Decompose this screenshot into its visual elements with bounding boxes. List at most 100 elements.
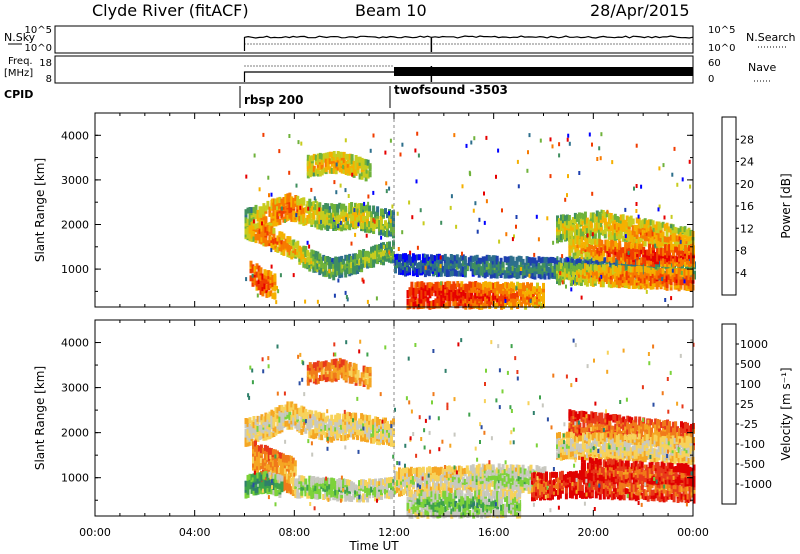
data-cell bbox=[585, 280, 589, 287]
data-cell bbox=[581, 213, 585, 220]
data-cell bbox=[581, 272, 585, 279]
data-cell bbox=[300, 216, 304, 223]
data-cell bbox=[600, 247, 604, 254]
data-cell bbox=[628, 251, 632, 257]
data-cell bbox=[660, 258, 664, 265]
data-cell bbox=[559, 268, 563, 275]
data-cell bbox=[599, 260, 603, 267]
data-cell bbox=[352, 264, 356, 271]
data-cell bbox=[332, 257, 336, 264]
data-cell bbox=[372, 479, 376, 486]
data-cell bbox=[568, 242, 572, 248]
data-cell bbox=[380, 242, 383, 249]
data-cell bbox=[505, 272, 509, 279]
data-cell bbox=[641, 229, 645, 236]
data-cell bbox=[646, 253, 650, 259]
data-cell bbox=[664, 253, 668, 259]
data-cell bbox=[633, 282, 637, 289]
freq-unit: [MHz] bbox=[4, 68, 33, 79]
data-cell bbox=[388, 477, 391, 484]
data-cell bbox=[287, 485, 291, 492]
data-cell bbox=[496, 301, 500, 308]
data-cell bbox=[326, 489, 330, 496]
data-cell bbox=[460, 291, 464, 298]
data-cell bbox=[386, 437, 389, 444]
data-cell bbox=[368, 478, 372, 485]
data-cell bbox=[390, 226, 393, 232]
data-cell bbox=[350, 375, 354, 382]
data-cell bbox=[374, 253, 378, 260]
data-cell bbox=[570, 236, 574, 242]
data-cell bbox=[344, 268, 348, 275]
data-cell bbox=[312, 172, 315, 177]
data-cell bbox=[609, 282, 613, 289]
data-cell bbox=[527, 150, 529, 155]
data-cell bbox=[463, 269, 467, 276]
data-cell bbox=[415, 266, 419, 273]
data-cell bbox=[316, 420, 320, 427]
data-cell bbox=[336, 364, 340, 371]
data-cell bbox=[334, 375, 338, 382]
data-cell bbox=[366, 255, 370, 262]
data-cell bbox=[338, 357, 342, 364]
data-cell bbox=[470, 140, 473, 145]
data-cell bbox=[245, 277, 248, 282]
data-cell bbox=[434, 302, 438, 309]
data-cell bbox=[422, 221, 425, 226]
data-cell bbox=[274, 407, 278, 414]
data-cell bbox=[278, 236, 282, 243]
data-cell bbox=[480, 287, 484, 294]
data-cell bbox=[290, 212, 294, 219]
data-cell bbox=[324, 424, 328, 431]
data-cell bbox=[655, 221, 659, 228]
data-cell bbox=[672, 257, 676, 264]
data-cell bbox=[308, 166, 312, 173]
data-cell bbox=[598, 255, 602, 262]
data-cell bbox=[287, 459, 291, 466]
data-cell bbox=[344, 166, 348, 173]
data-cell bbox=[348, 203, 352, 209]
data-cell bbox=[360, 207, 364, 214]
data-cell bbox=[314, 415, 318, 422]
colorbar-tick-label: 20 bbox=[740, 178, 754, 191]
data-cell bbox=[296, 492, 300, 499]
data-cell bbox=[270, 216, 274, 223]
data-cell bbox=[346, 484, 350, 491]
data-cell bbox=[597, 227, 601, 234]
data-cell bbox=[288, 423, 292, 430]
data-cell bbox=[432, 284, 436, 290]
data-cell bbox=[499, 257, 503, 264]
data-cell bbox=[511, 270, 515, 277]
data-cell bbox=[354, 371, 358, 378]
data-cell bbox=[366, 372, 370, 379]
data-cell bbox=[300, 256, 304, 263]
data-cell bbox=[282, 216, 286, 223]
data-cell bbox=[579, 280, 583, 286]
data-cell bbox=[651, 230, 655, 237]
data-cell bbox=[519, 261, 523, 268]
data-cell bbox=[579, 257, 583, 264]
data-cell bbox=[478, 301, 482, 308]
data-cell bbox=[586, 233, 589, 238]
data-cell bbox=[577, 232, 581, 239]
data-cell bbox=[571, 224, 575, 231]
data-cell bbox=[340, 255, 344, 262]
data-cell bbox=[516, 301, 520, 308]
data-cell bbox=[527, 260, 531, 266]
colorbar-tick-label: 8 bbox=[740, 245, 747, 258]
data-cell bbox=[676, 256, 680, 263]
data-cell bbox=[338, 419, 342, 426]
data-cell bbox=[316, 360, 320, 367]
data-cell bbox=[517, 255, 521, 262]
data-cell bbox=[549, 267, 553, 274]
data-cell bbox=[576, 236, 580, 242]
data-cell bbox=[346, 425, 350, 432]
data-cell bbox=[332, 204, 336, 210]
data-cell bbox=[278, 410, 282, 417]
data-cell bbox=[581, 260, 585, 267]
data-cell bbox=[640, 184, 643, 189]
data-cell bbox=[320, 158, 324, 165]
data-cell bbox=[590, 249, 594, 256]
data-cell bbox=[276, 423, 280, 430]
